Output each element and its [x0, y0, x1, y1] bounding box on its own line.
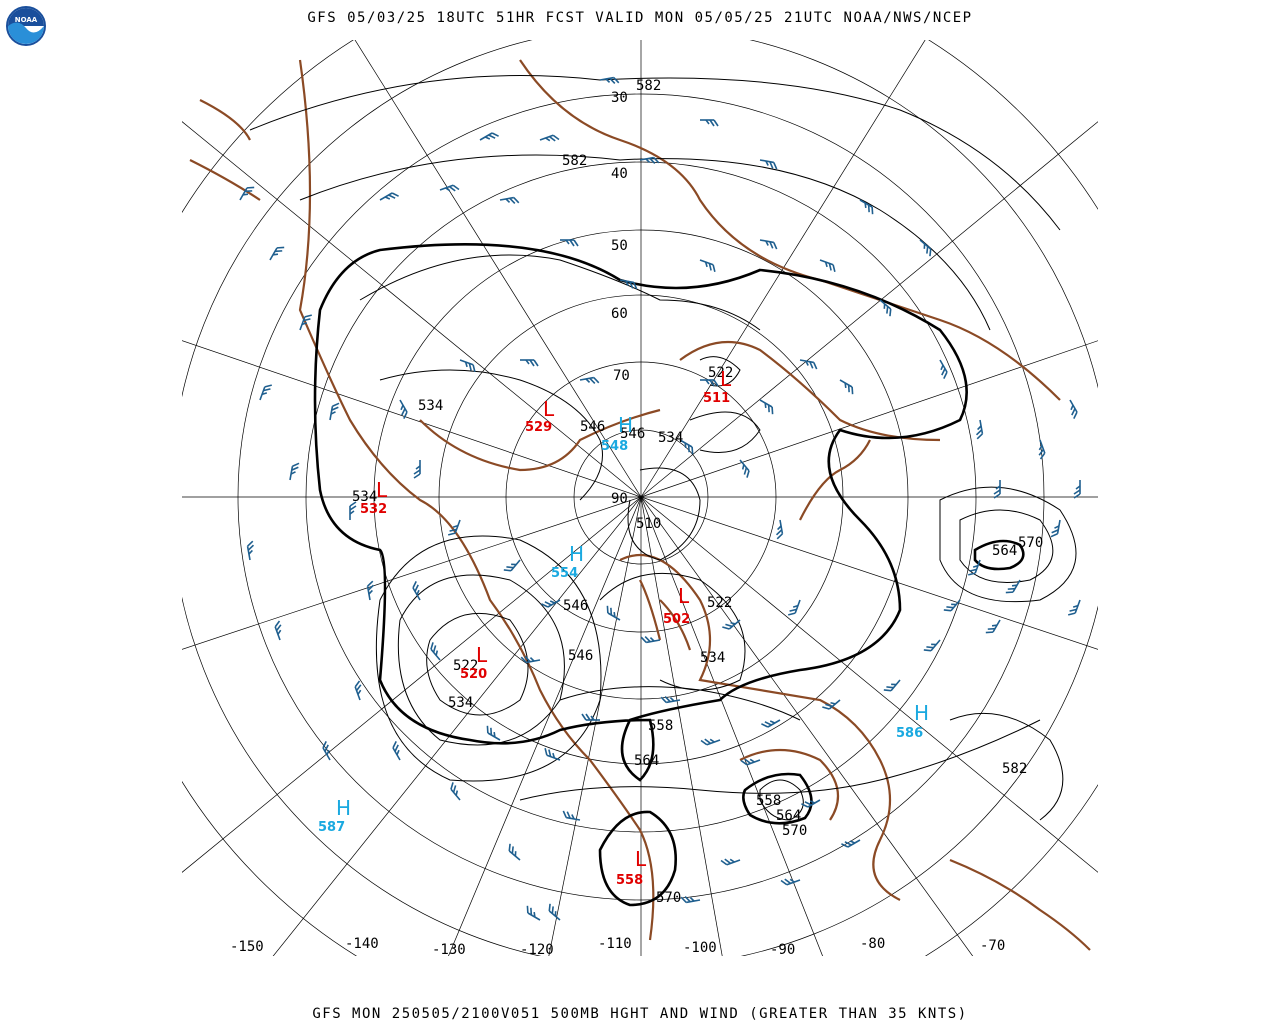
contour-label: 534	[448, 695, 473, 711]
lon-label: -120	[520, 942, 554, 958]
contour-label: 564	[634, 753, 659, 769]
contour-label: 582	[562, 153, 587, 169]
contour-label: 582	[636, 78, 661, 94]
latitude-labels: 30 40 50 60 70 90	[611, 90, 630, 507]
low-center-letter: L	[376, 478, 388, 502]
lat-label-60: 60	[611, 306, 628, 322]
contour-label: 546	[568, 648, 593, 664]
low-center-letter: L	[543, 397, 555, 421]
lon-label: -150	[230, 939, 264, 955]
bold-contours	[313, 243, 1025, 907]
contour-label: 570	[1018, 535, 1043, 551]
lon-label: -90	[770, 942, 795, 958]
lon-label: -70	[980, 938, 1005, 954]
low-center-value: 532	[360, 502, 387, 517]
high-center-value: 586	[896, 726, 923, 741]
contour-label: 582	[1002, 761, 1027, 777]
lon-label: -140	[345, 936, 379, 952]
lat-label-30: 30	[611, 90, 628, 106]
contour-label: 558	[648, 718, 673, 734]
high-center-letter: H	[914, 701, 929, 725]
low-center-value: 511	[703, 391, 730, 406]
contour-label: 510	[636, 516, 661, 532]
low-center-value: 529	[525, 420, 552, 435]
high-center-letter: H	[569, 542, 584, 566]
height-contours	[249, 75, 1077, 821]
contour-label: 534	[658, 430, 683, 446]
contour-label: 522	[453, 658, 478, 674]
contour-label: 522	[707, 595, 732, 611]
coastlines	[189, 59, 1091, 951]
contour-label: 534	[352, 489, 377, 505]
low-center-letter: L	[635, 847, 647, 871]
noaa-logo-icon: NOAA	[6, 6, 46, 46]
chart-title: GFS 05/03/25 18UTC 51HR FCST VALID MON 0…	[307, 10, 973, 26]
lat-label-90: 90	[611, 491, 628, 507]
contour-label: 534	[418, 398, 443, 414]
low-center-value: 558	[616, 873, 643, 888]
longitude-labels: -150 -140 -130 -120 -110 -100 -90 -80 -7…	[230, 936, 1005, 958]
chart-caption: GFS MON 250505/2100V051 500MB HGHT AND W…	[312, 1006, 968, 1022]
lon-label: -100	[683, 940, 717, 956]
svg-text:NOAA: NOAA	[15, 16, 38, 24]
lon-label: -130	[432, 942, 466, 958]
contour-label: 546	[580, 419, 605, 435]
contour-label: 564	[776, 808, 801, 824]
lat-label-70: 70	[613, 368, 630, 384]
low-center-value: 502	[663, 612, 690, 627]
lon-label: -80	[860, 936, 885, 952]
high-center-letter: H	[618, 413, 633, 437]
pressure-centers: L 529 L 532 L 520 L 511 L 502 L 558 H 54…	[318, 367, 929, 888]
high-center-value: 554	[551, 566, 578, 581]
low-center-value: 520	[460, 667, 487, 682]
lon-label: -110	[598, 936, 632, 952]
low-center-letter: L	[678, 584, 690, 608]
contour-label: 534	[700, 650, 725, 666]
high-center-value: 548	[601, 439, 628, 454]
contour-label: 522	[708, 365, 733, 381]
contour-label: 564	[992, 543, 1017, 559]
low-center-letter: L	[476, 643, 488, 667]
contour-labels: 582 582 534 534 510 546 546 546 546 534 …	[352, 78, 1043, 906]
high-center-letter: H	[336, 796, 351, 820]
lat-label-50: 50	[611, 238, 628, 254]
high-center-value: 587	[318, 820, 345, 835]
contour-label: 558	[756, 793, 781, 809]
contour-label: 546	[563, 598, 588, 614]
lat-label-40: 40	[611, 166, 628, 182]
low-center-letter: L	[720, 367, 732, 391]
contour-label: 570	[656, 890, 681, 906]
contour-label: 570	[782, 823, 807, 839]
contour-label: 546	[620, 426, 645, 442]
